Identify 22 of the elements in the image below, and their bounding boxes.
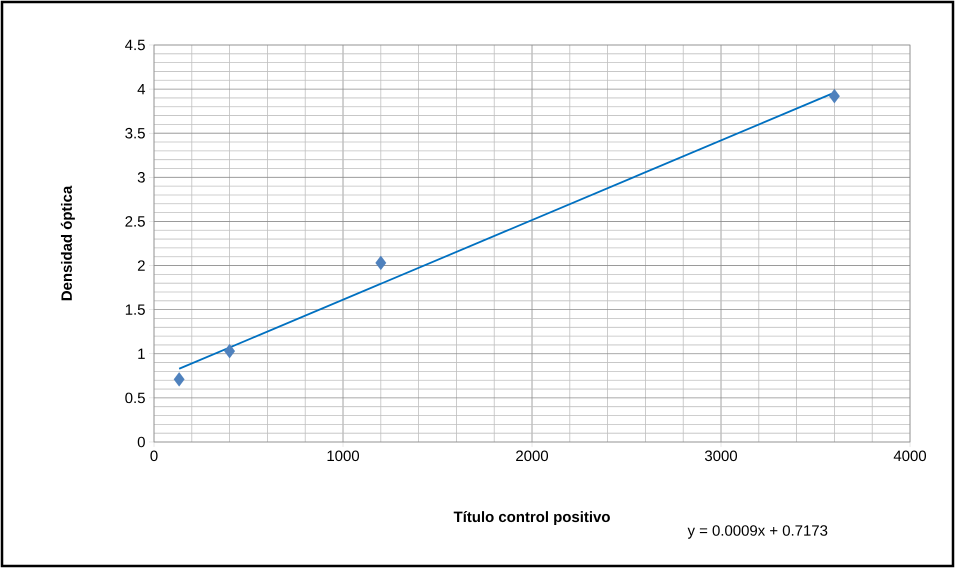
- y-tick-label: 0: [138, 436, 145, 448]
- y-tick-label: 4: [138, 84, 146, 94]
- x-tick-label: 1000: [328, 450, 360, 462]
- point: [174, 372, 185, 387]
- y-tick-label: 2: [138, 260, 145, 271]
- x-tick-label: 2000: [516, 450, 548, 462]
- y-tick-label: 4.5: [125, 40, 145, 50]
- y-tick-label: 0.5: [125, 392, 145, 404]
- x-tick-label: 0: [150, 450, 158, 462]
- y-axis-title: Densidad óptica: [60, 186, 75, 300]
- text: y = 0.0009x + 0.7173: [688, 525, 828, 539]
- point: [224, 344, 236, 358]
- y-tick-label: 2.5: [125, 216, 145, 227]
- y-tick-label: 1.5: [126, 304, 145, 315]
- y-tick-label: 1: [138, 348, 145, 359]
- x-tick-label: 4000: [894, 450, 926, 462]
- x-tick-label: 3000: [704, 450, 738, 462]
- x-axis-title: Título control positivo: [454, 511, 610, 526]
- y-tick-label: 3.5: [125, 128, 145, 138]
- point: [828, 88, 840, 104]
- point: [375, 256, 386, 270]
- y-tick-label: 3: [138, 172, 145, 183]
